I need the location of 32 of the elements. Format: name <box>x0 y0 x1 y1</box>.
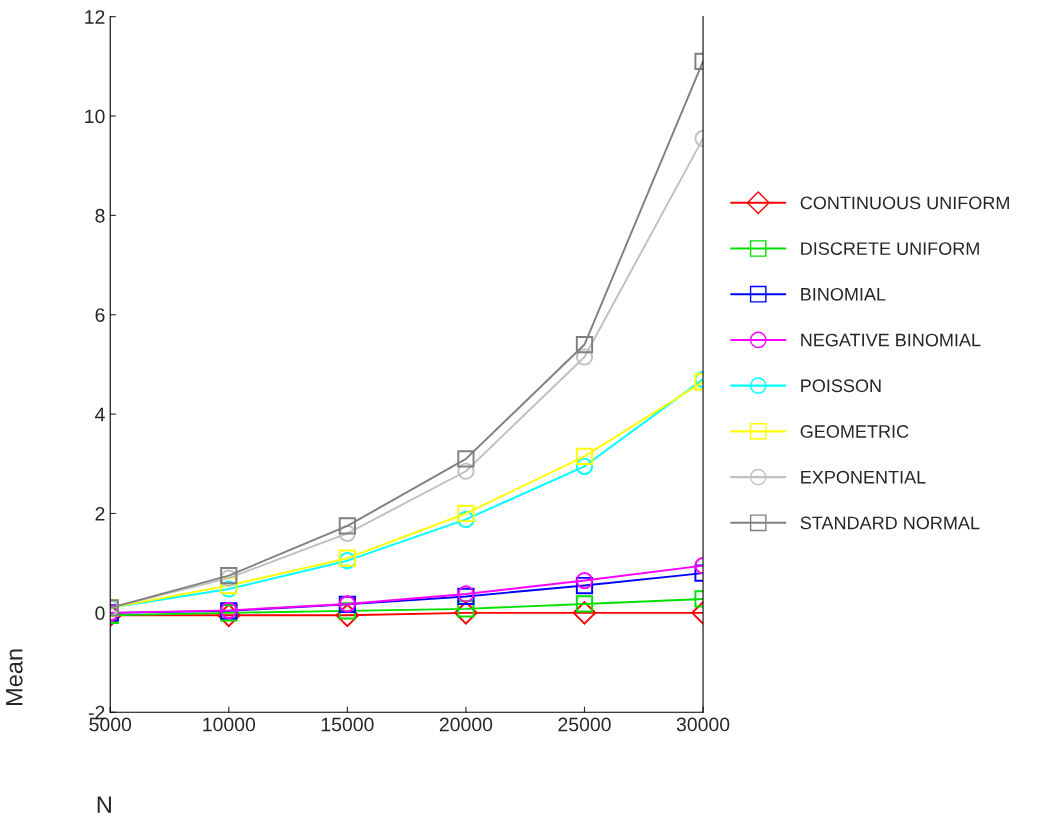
x-tick-label: 25000 <box>558 717 611 732</box>
legend-label: POISSON <box>801 379 881 393</box>
point <box>457 462 475 480</box>
y-tick-label: 0 <box>95 606 105 621</box>
x-axis-title: N <box>97 796 111 813</box>
legend-label: GEOMETRIC <box>800 425 909 438</box>
y-tick-label: 2 <box>95 506 105 521</box>
legend-label: NEGATIVE BINOMIAL <box>801 333 981 347</box>
x-tick-label: 20000 <box>439 717 493 732</box>
y-axis-title: Mean <box>6 649 23 706</box>
point <box>457 450 475 468</box>
x-tick-label: 30000 <box>676 717 730 732</box>
legend-label: BINOMIAL <box>801 287 886 301</box>
y-tick-label: 10 <box>85 109 105 124</box>
legend-label: EXPONENTIAL <box>801 470 926 484</box>
point <box>338 524 356 542</box>
x-tick-label: 10000 <box>203 717 256 732</box>
y-tick-label: 8 <box>95 208 105 223</box>
y-tick-label: 12 <box>85 10 105 24</box>
point <box>457 510 475 529</box>
point <box>217 603 241 628</box>
point <box>454 601 478 625</box>
point <box>335 603 360 628</box>
point <box>220 576 238 595</box>
y-tick-label: 6 <box>95 308 105 322</box>
x-tick-label: 15000 <box>321 717 374 732</box>
legend-label: STANDARD NORMAL <box>800 516 980 530</box>
legend-label: DISCRETE UNIFORM <box>801 242 979 255</box>
y-tick-label: 4 <box>95 407 105 422</box>
point <box>457 504 475 523</box>
point <box>338 517 356 535</box>
legend-label: CONTINUOUS UNIFORM <box>800 196 1009 210</box>
